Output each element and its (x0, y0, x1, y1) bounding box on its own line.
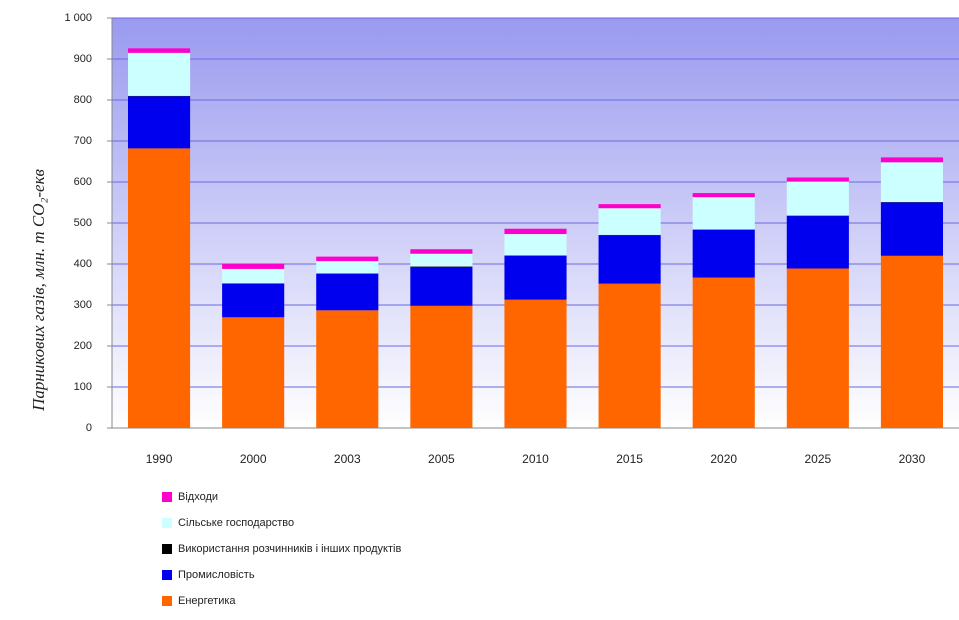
legend-label: Енергетика (178, 595, 236, 607)
y-tick-label: 800 (74, 94, 92, 106)
y-tick-label: 500 (74, 217, 92, 229)
bar-segment (222, 264, 284, 269)
bar-segment (222, 284, 284, 318)
y-tick-label: 0 (86, 422, 92, 434)
x-tick-label: 2010 (522, 452, 549, 466)
x-tick-label: 2000 (240, 452, 267, 466)
x-tick-label: 2030 (899, 452, 926, 466)
bar-segment (128, 148, 190, 428)
bar-segment (693, 230, 755, 278)
y-tick-label: 400 (74, 258, 92, 270)
bar-segment (787, 182, 849, 216)
bar-segment (504, 234, 566, 255)
y-tick-label: 300 (74, 299, 92, 311)
bar-segment (787, 269, 849, 428)
bar-segment (599, 284, 661, 428)
x-tick-label: 1990 (146, 452, 173, 466)
bar-segment (222, 269, 284, 283)
legend-swatch (162, 570, 172, 580)
y-tick-label: 1 000 (64, 12, 92, 24)
legend-swatch (162, 596, 172, 606)
legend-label: Сільське господарство (178, 517, 294, 529)
bar-segment (128, 48, 190, 53)
y-tick-label: 900 (74, 53, 92, 65)
bar-segment (316, 274, 378, 310)
y-tick-label: 700 (74, 135, 92, 147)
x-tick-label: 2025 (804, 452, 831, 466)
x-tick-label: 2020 (710, 452, 737, 466)
bar-segment (599, 208, 661, 235)
x-tick-label: 2015 (616, 452, 643, 466)
legend-swatch (162, 518, 172, 528)
bar-segment (504, 300, 566, 428)
legend-swatch (162, 492, 172, 502)
legend-label: Відходи (178, 491, 218, 503)
bar-segment (410, 254, 472, 267)
legend-label: Використання розчинників і інших продукт… (178, 543, 401, 555)
bar-segment (410, 306, 472, 428)
bar-segment (787, 177, 849, 181)
bar-segment (881, 162, 943, 202)
bar-segment (599, 235, 661, 283)
bar-segment (316, 257, 378, 262)
legend-swatch (162, 544, 172, 554)
bar-segment (222, 317, 284, 428)
bar-segment (410, 249, 472, 254)
bar-segment (693, 278, 755, 428)
y-axis-label: Парникових газів, млн. т CO₂-екв (29, 168, 48, 411)
y-tick-label: 100 (74, 381, 92, 393)
bar-segment (693, 197, 755, 229)
bar-segment (410, 267, 472, 306)
bar-segment (128, 53, 190, 96)
x-tick-label: 2003 (334, 452, 361, 466)
bar-segment (316, 310, 378, 428)
bar-segment (504, 229, 566, 234)
y-tick-label: 600 (74, 176, 92, 188)
bar-segment (693, 193, 755, 197)
bar-segment (787, 216, 849, 268)
legend-label: Промисловість (178, 569, 255, 581)
x-tick-label: 2005 (428, 452, 455, 466)
bar-segment (504, 256, 566, 300)
bar-segment (128, 96, 190, 148)
bar-segment (316, 261, 378, 273)
bar-segment (881, 157, 943, 162)
bar-segment (881, 256, 943, 428)
y-tick-label: 200 (74, 340, 92, 352)
bar-segment (599, 204, 661, 208)
bar-segment (881, 203, 943, 256)
